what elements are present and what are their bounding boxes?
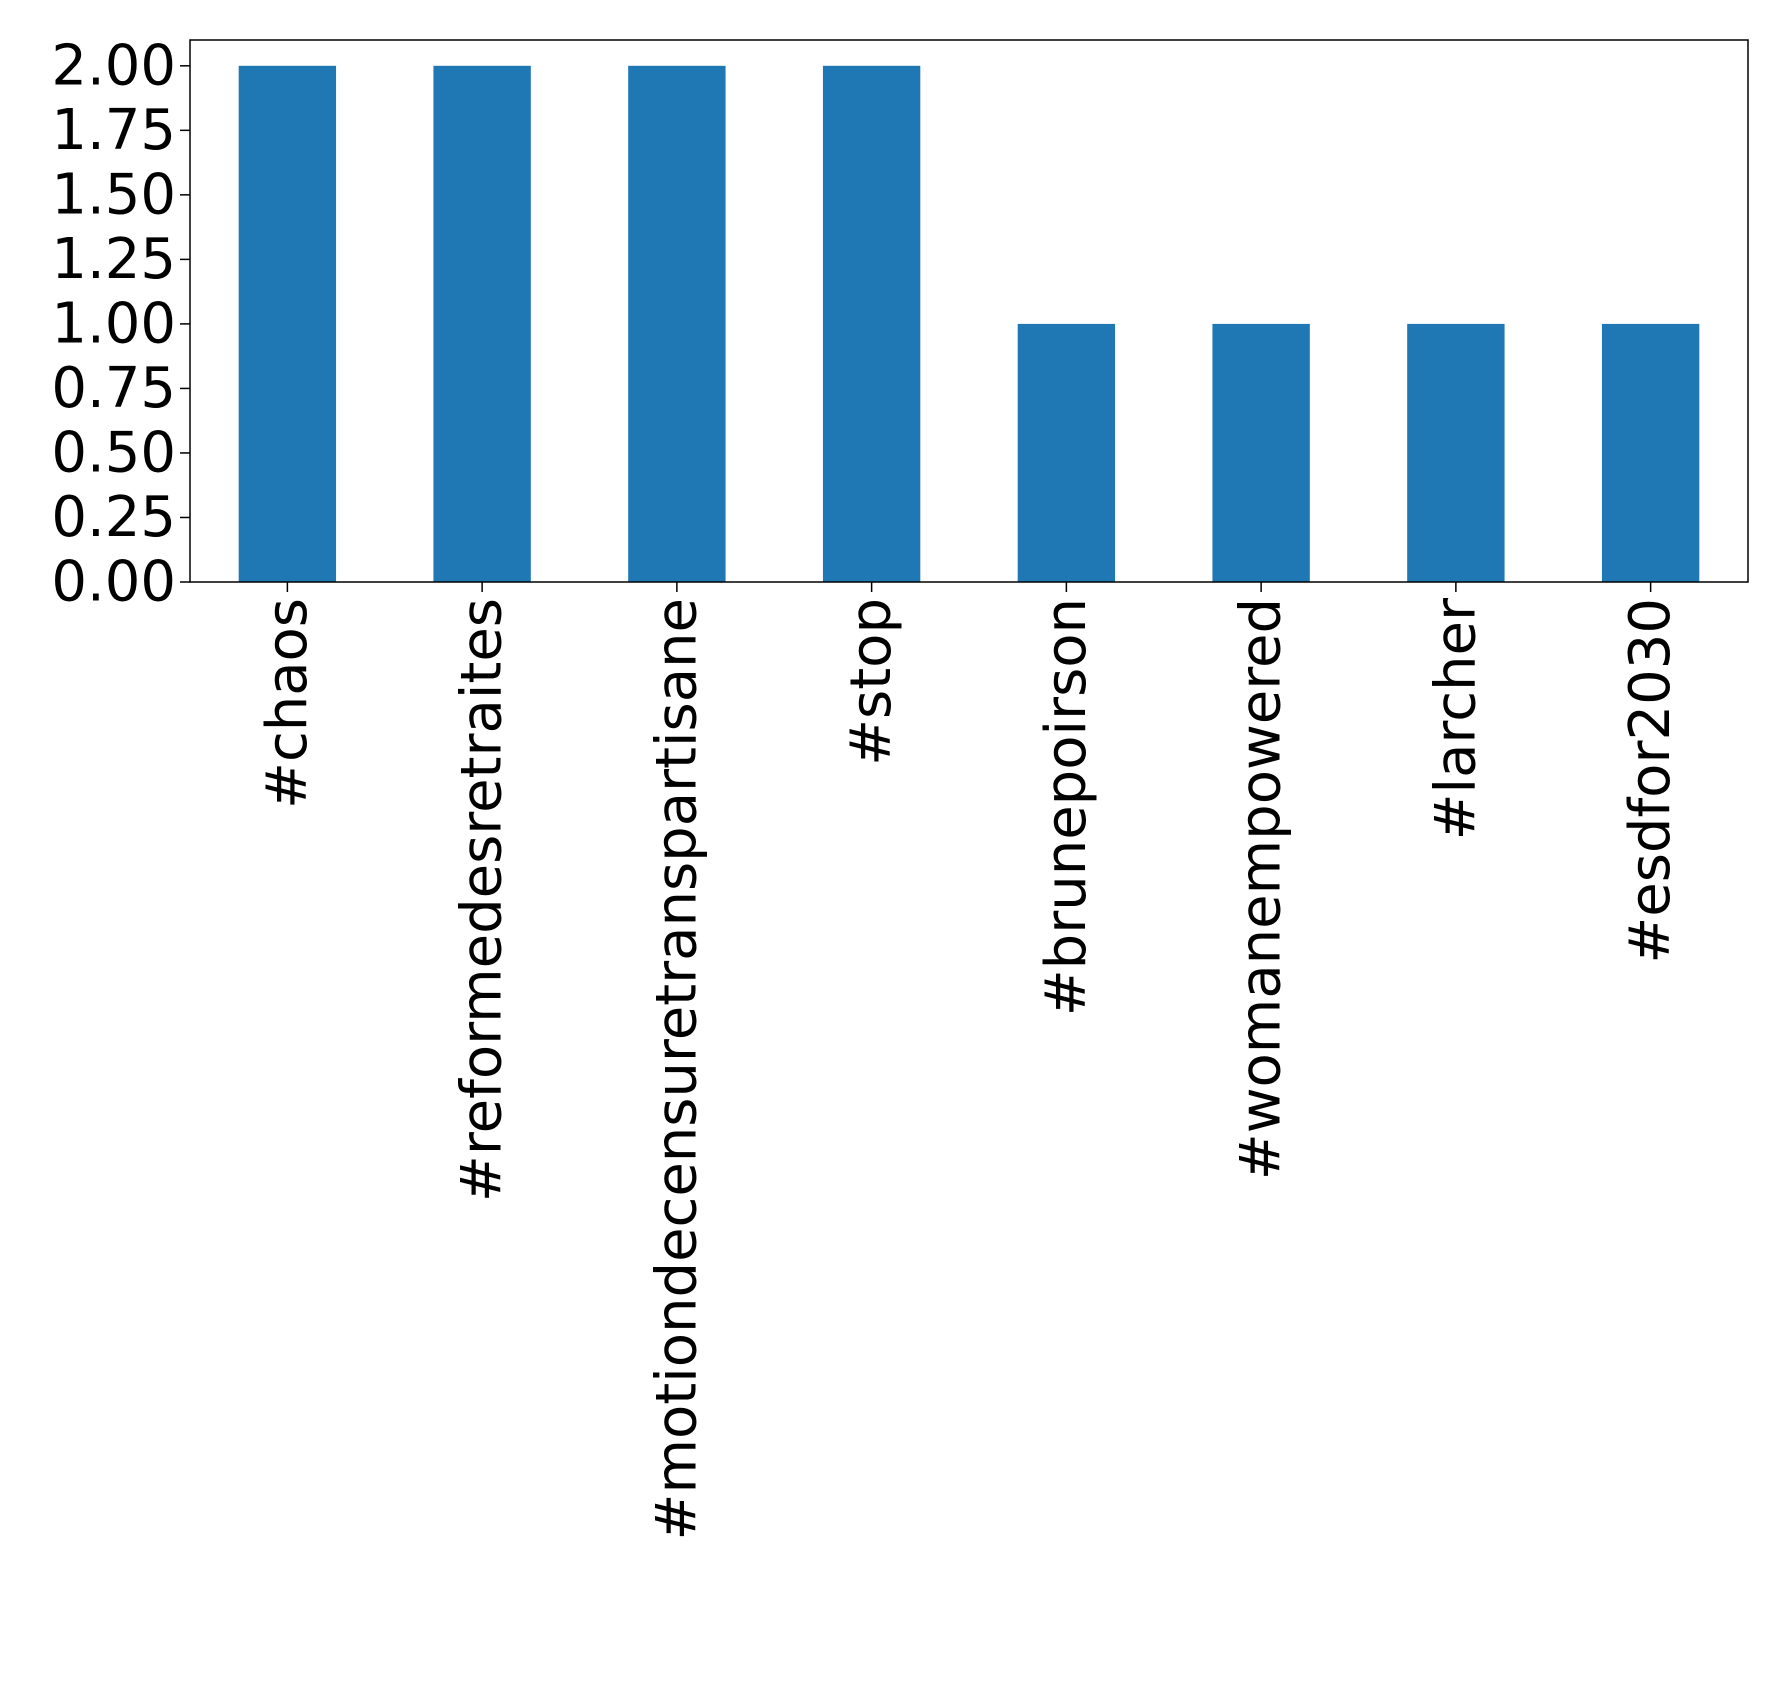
y-tick-label: 1.75 (51, 98, 176, 163)
y-tick-label: 0.00 (51, 550, 176, 615)
bars-layer (238, 65, 1700, 583)
y-tick-label: 0.75 (51, 356, 176, 421)
x-tick-label: #reformedesretraites (450, 598, 515, 1202)
bar-motiondecensuretranspartisane (628, 65, 726, 583)
y-tick-label: 1.50 (51, 162, 176, 227)
bar-chaos (238, 65, 337, 583)
y-tick-label: 1.25 (51, 227, 176, 292)
y-axis: 0.000.250.500.751.001.251.501.752.00 (51, 33, 190, 615)
bar-stop (822, 65, 921, 583)
x-axis: #chaos #reformedesretraites #motiondecensu… (255, 582, 1683, 1540)
y-tick-label: 0.25 (51, 485, 176, 550)
y-tick-label: 2.00 (51, 33, 176, 98)
x-tick-label: #esdfor2030 (1618, 598, 1683, 964)
x-tick-label: #brunepoirson (1034, 598, 1099, 1016)
x-tick-label: #motiondecensuretranspartisane (644, 598, 709, 1540)
y-tick-label: 0.50 (51, 420, 176, 485)
bar-brunepoirson (1017, 323, 1116, 582)
bar-larcher (1407, 323, 1505, 582)
x-tick-label: #chaos (255, 598, 320, 809)
x-tick-label: #stop (839, 598, 904, 766)
bar-esdfor2030 (1601, 323, 1700, 582)
bar-reformedesretraites (433, 65, 531, 583)
plot-frame (189, 39, 1749, 583)
x-tick-label: #womanempowered (1229, 598, 1294, 1180)
y-tick-label: 1.00 (51, 291, 176, 356)
x-tick-label: #larcher (1423, 597, 1488, 840)
bar-womanempowered (1212, 323, 1310, 582)
